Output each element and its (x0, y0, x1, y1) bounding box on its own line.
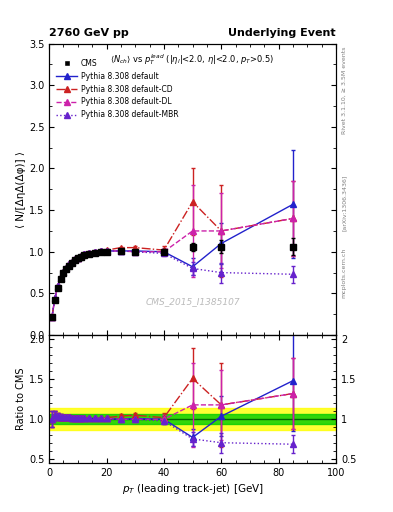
Bar (49, 408, 336, 431)
Text: Rivet 3.1.10, ≥ 3.5M events: Rivet 3.1.10, ≥ 3.5M events (342, 47, 347, 134)
Text: mcplots.cern.ch: mcplots.cern.ch (342, 248, 347, 298)
Text: 2760 GeV pp: 2760 GeV pp (49, 28, 129, 38)
X-axis label: $p_T$ (leading track-jet) [GeV]: $p_T$ (leading track-jet) [GeV] (121, 482, 264, 497)
Y-axis label: ⟨ N/[ΔηΔ(Δφ)] ⟩: ⟨ N/[ΔηΔ(Δφ)] ⟩ (16, 151, 26, 228)
Legend: CMS, Pythia 8.308 default, Pythia 8.308 default-CD, Pythia 8.308 default-DL, Pyt: CMS, Pythia 8.308 default, Pythia 8.308 … (56, 59, 179, 119)
Text: CMS_2015_I1385107: CMS_2015_I1385107 (145, 297, 240, 306)
Text: $\langle N_{ch}\rangle$ vs $p_T^{lead}$ ($|\eta_l|$<2.0, $\eta|$<2.0, $p_T$>0.5): $\langle N_{ch}\rangle$ vs $p_T^{lead}$ … (110, 52, 275, 67)
Y-axis label: Ratio to CMS: Ratio to CMS (16, 368, 26, 431)
Bar (49, 414, 336, 424)
Text: [arXiv:1306.3436]: [arXiv:1306.3436] (342, 175, 347, 231)
Text: Underlying Event: Underlying Event (228, 28, 336, 38)
